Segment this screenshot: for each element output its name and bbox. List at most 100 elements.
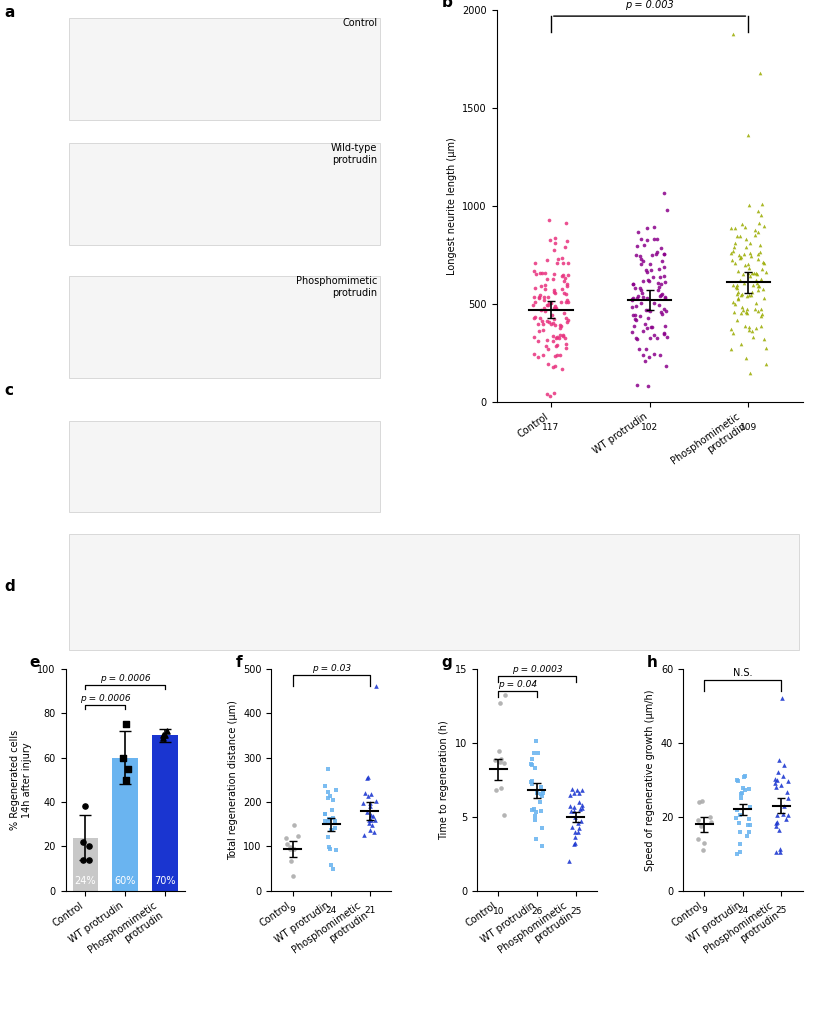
Point xyxy=(724,220,737,237)
Point xyxy=(533,289,546,305)
Text: 24: 24 xyxy=(737,906,749,915)
Point xyxy=(744,268,757,285)
Point xyxy=(539,303,552,319)
Point xyxy=(536,323,550,339)
Point xyxy=(531,785,544,802)
Point xyxy=(626,291,639,307)
Point xyxy=(734,823,747,840)
Point xyxy=(538,292,551,308)
Point xyxy=(79,799,92,815)
Point xyxy=(636,285,649,301)
Point xyxy=(776,768,790,784)
Point xyxy=(769,814,782,830)
Point xyxy=(287,841,301,857)
Point xyxy=(322,814,335,830)
Point xyxy=(781,773,794,790)
Point xyxy=(736,302,749,318)
Point xyxy=(751,283,764,299)
Point xyxy=(364,811,378,827)
Point xyxy=(627,276,640,293)
Point xyxy=(630,247,643,263)
Point xyxy=(749,272,762,289)
Point xyxy=(536,315,550,332)
FancyBboxPatch shape xyxy=(69,421,380,512)
Point xyxy=(328,820,342,837)
Point xyxy=(759,355,772,372)
Point xyxy=(370,677,383,693)
Point xyxy=(529,280,542,296)
Point xyxy=(627,317,640,334)
Point xyxy=(644,255,657,271)
Point xyxy=(559,239,572,255)
Point xyxy=(772,752,785,768)
Point xyxy=(654,288,667,304)
Point xyxy=(544,231,557,248)
Point xyxy=(568,835,581,851)
Point xyxy=(328,813,342,829)
Point xyxy=(631,288,645,304)
Point xyxy=(658,246,671,262)
Point xyxy=(550,330,563,346)
Point xyxy=(543,295,556,311)
Point xyxy=(631,238,644,254)
Point xyxy=(498,687,511,703)
Point xyxy=(541,355,554,372)
Point xyxy=(731,773,744,790)
Point xyxy=(554,347,567,364)
Y-axis label: Longest neurite length (μm): Longest neurite length (μm) xyxy=(446,137,457,274)
Point xyxy=(633,248,646,264)
Point xyxy=(555,281,568,297)
Point xyxy=(319,806,332,822)
Text: p = 0.0006: p = 0.0006 xyxy=(80,694,131,703)
Point xyxy=(576,797,589,813)
Point xyxy=(752,303,765,319)
Point xyxy=(695,817,708,834)
Point xyxy=(738,219,751,236)
Text: 9: 9 xyxy=(701,906,707,915)
Point xyxy=(631,331,644,347)
Point xyxy=(770,818,783,835)
Point xyxy=(538,265,551,282)
Point xyxy=(559,340,572,356)
Point xyxy=(735,299,749,315)
Point xyxy=(770,814,783,830)
Point xyxy=(572,815,585,831)
Point xyxy=(704,814,717,830)
Point xyxy=(542,289,555,305)
Point xyxy=(561,255,574,271)
Point xyxy=(772,821,785,838)
Point xyxy=(754,301,767,317)
Point xyxy=(628,307,641,324)
Point xyxy=(748,301,761,317)
Point xyxy=(731,276,744,293)
Point xyxy=(696,842,709,858)
Point xyxy=(325,856,338,872)
Point xyxy=(554,317,567,334)
Point xyxy=(525,751,538,767)
Point xyxy=(547,284,560,300)
Point xyxy=(319,813,332,829)
Point xyxy=(527,801,541,817)
Point xyxy=(533,794,546,810)
Point xyxy=(648,231,661,248)
Point xyxy=(738,256,751,272)
Point xyxy=(745,284,758,300)
Point xyxy=(324,822,337,839)
Point xyxy=(76,852,89,868)
Text: 24: 24 xyxy=(325,906,337,915)
Y-axis label: % Regenerated cells
14h after injury: % Regenerated cells 14h after injury xyxy=(11,730,32,829)
Point xyxy=(548,229,561,246)
Point xyxy=(561,266,574,283)
Point xyxy=(741,127,754,143)
Point xyxy=(158,727,171,743)
Point xyxy=(637,237,650,253)
Point xyxy=(781,790,794,806)
Point xyxy=(637,253,650,269)
Point xyxy=(529,733,542,750)
Point xyxy=(735,216,749,232)
Point xyxy=(659,302,672,318)
Point xyxy=(536,312,549,329)
Point xyxy=(576,800,589,816)
Point xyxy=(538,300,551,316)
Point xyxy=(365,816,378,833)
